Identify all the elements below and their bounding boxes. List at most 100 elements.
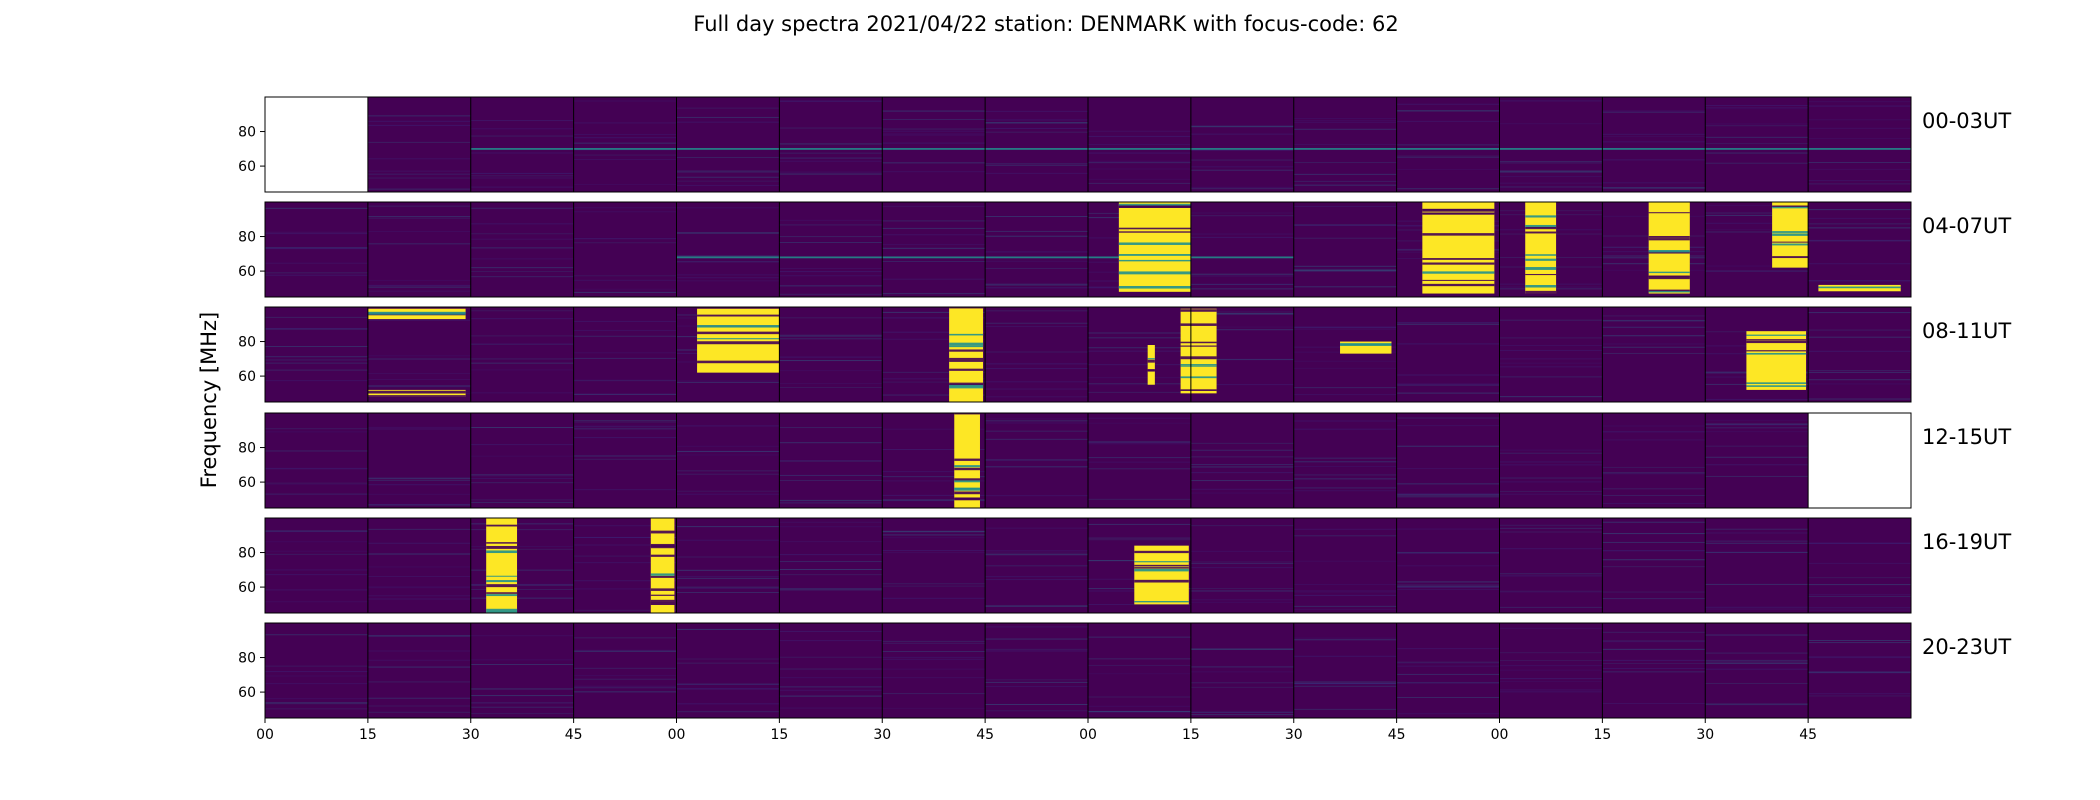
background-noise-line xyxy=(1602,521,1706,523)
background-noise-line xyxy=(573,100,677,102)
background-noise-line xyxy=(1396,682,1500,684)
background-noise-line xyxy=(1396,322,1500,324)
background-noise-line xyxy=(1190,714,1294,716)
background-noise-line xyxy=(882,371,986,373)
background-noise-line xyxy=(1190,159,1294,161)
background-noise-line xyxy=(1705,162,1809,164)
background-noise-line xyxy=(779,293,883,295)
background-noise-line xyxy=(985,459,1088,461)
burst xyxy=(1147,345,1155,385)
x-tick-label: 45 xyxy=(1388,727,1406,743)
background-noise-line xyxy=(573,687,677,689)
burst-band xyxy=(954,458,980,461)
background-noise-line xyxy=(367,385,471,387)
background-noise-line xyxy=(573,237,677,239)
background-noise-line xyxy=(1293,326,1397,328)
background-noise-line xyxy=(1293,478,1397,480)
background-noise-line xyxy=(367,426,471,428)
background-noise-line xyxy=(265,247,368,249)
background-noise-line xyxy=(470,258,574,260)
spectrum-panel xyxy=(1088,623,1191,718)
background-noise-line xyxy=(265,550,368,552)
spectrum-panel xyxy=(1499,307,1603,402)
background-noise-line xyxy=(882,133,986,135)
background-noise-line xyxy=(1293,681,1397,683)
background-noise-line xyxy=(1396,551,1500,553)
y-tick-label: 60 xyxy=(238,475,256,491)
spectra-row-08-11UT: 80 60 08-11UT xyxy=(238,306,2011,403)
background-noise-line xyxy=(1602,541,1706,543)
background-noise-line xyxy=(1499,461,1603,463)
background-noise-line xyxy=(985,131,1088,133)
background-noise-line xyxy=(985,363,1088,365)
spectrum-panel xyxy=(779,307,883,402)
background-noise-line xyxy=(985,552,1088,554)
background-noise-line xyxy=(1705,214,1809,216)
background-noise-line xyxy=(265,359,368,361)
background-noise-line xyxy=(779,127,883,129)
background-noise-line xyxy=(470,223,574,225)
background-noise-line xyxy=(779,501,883,503)
background-noise-line xyxy=(573,275,677,277)
background-noise-line xyxy=(573,455,677,457)
background-noise-line xyxy=(676,280,780,282)
x-tick-label: 15 xyxy=(770,727,788,743)
background-noise-line xyxy=(1499,337,1603,339)
background-noise-line xyxy=(882,480,986,482)
background-noise-line xyxy=(985,459,1088,461)
background-noise-line xyxy=(1293,387,1397,389)
background-noise-line xyxy=(1088,364,1191,366)
background-noise-line xyxy=(1499,591,1603,593)
spectrum-panel xyxy=(985,97,1088,192)
row-label: 08-11UT xyxy=(1922,319,2011,343)
background-noise-line xyxy=(779,630,883,632)
background-noise-line xyxy=(1190,283,1294,285)
background-noise-line xyxy=(882,640,986,642)
background-noise-line xyxy=(1499,481,1603,483)
background-noise-line xyxy=(1396,673,1500,675)
background-noise-line xyxy=(1602,559,1706,561)
background-noise-line xyxy=(779,526,883,528)
background-noise-line xyxy=(1499,691,1603,693)
background-noise-line xyxy=(1293,265,1397,267)
background-noise-line xyxy=(470,583,574,585)
background-noise-line xyxy=(367,124,471,126)
background-noise-line xyxy=(1190,449,1294,451)
background-noise-line xyxy=(1808,672,1911,674)
background-noise-line xyxy=(1293,269,1397,271)
background-noise-line xyxy=(367,477,471,479)
background-noise-line xyxy=(1808,379,1911,381)
background-noise-line xyxy=(1499,162,1603,164)
background-noise-line xyxy=(1293,120,1397,122)
background-noise-line xyxy=(779,474,883,476)
background-noise-line xyxy=(367,217,471,219)
spectrum-panel xyxy=(1293,413,1397,508)
background-noise-line xyxy=(1293,528,1397,530)
background-noise-line xyxy=(1190,313,1294,315)
background-noise-line xyxy=(470,128,574,130)
background-noise-line xyxy=(882,317,986,319)
burst-band xyxy=(1134,568,1189,572)
background-noise-line xyxy=(1190,275,1294,277)
background-noise-line xyxy=(676,473,780,475)
background-noise-line xyxy=(1808,577,1911,579)
background-noise-line xyxy=(882,118,986,120)
background-noise-line xyxy=(1088,443,1191,445)
spectrum-panel xyxy=(779,623,883,718)
background-noise-line xyxy=(470,702,574,704)
background-noise-line xyxy=(1705,125,1809,127)
y-tick-label: 60 xyxy=(238,685,256,701)
spectrum-panel xyxy=(1602,97,1706,192)
background-noise-line xyxy=(1705,464,1809,466)
burst-band xyxy=(1746,340,1807,344)
background-noise-line xyxy=(1293,268,1397,270)
background-noise-line xyxy=(985,626,1088,628)
burst-band xyxy=(1180,365,1217,367)
background-noise-line xyxy=(1808,138,1911,140)
burst-band xyxy=(697,360,780,364)
burst-band xyxy=(1525,290,1557,294)
background-noise-line xyxy=(470,713,574,715)
row-label: 00-03UT xyxy=(1922,109,2011,133)
spectrum-panel xyxy=(779,97,883,192)
burst-band xyxy=(954,478,980,481)
